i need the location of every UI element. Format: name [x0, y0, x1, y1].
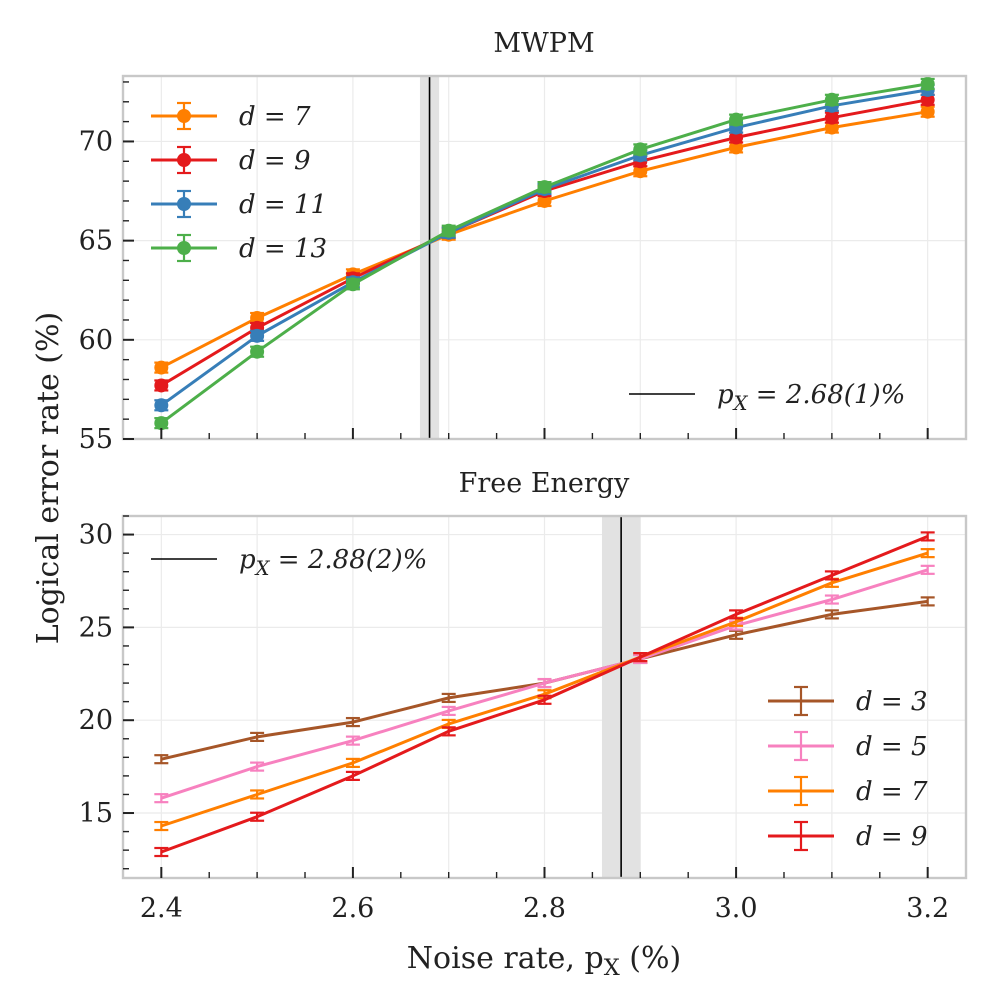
legend-label: d = 9 — [856, 822, 928, 852]
data-point — [633, 142, 648, 157]
y-tick-label: 55 — [79, 424, 113, 455]
x-tick-label: 2.8 — [523, 893, 566, 924]
data-point — [729, 140, 744, 155]
legend: pX = 2.88(2)% d = 3 d = 5 d = 7 d = 9 — [151, 545, 928, 852]
legend-marker — [177, 109, 191, 123]
y-tick-label: 20 — [79, 705, 113, 736]
data-point — [920, 92, 935, 107]
data-point — [729, 130, 744, 145]
series-d=9 — [154, 531, 935, 858]
legend-threshold-label: pX = 2.68(1)% — [717, 380, 905, 415]
y-tick-label: 30 — [79, 520, 113, 551]
legend-marker — [177, 197, 191, 211]
data-point — [154, 398, 169, 413]
y-tick-label: 60 — [79, 325, 113, 356]
legend-marker — [177, 153, 191, 167]
legend-label: d = 13 — [239, 234, 327, 264]
legend: d = 7 d = 9 d = 11 d = 13 pX = 2.68(1)% — [151, 101, 905, 415]
x-axis-label: Noise rate, pX (%) — [407, 941, 681, 981]
legend-marker — [177, 241, 191, 255]
legend-label: d = 5 — [856, 732, 928, 762]
data-point — [250, 328, 265, 343]
legend-label: d = 9 — [239, 146, 311, 176]
data-point — [824, 92, 839, 107]
data-point — [250, 344, 265, 359]
x-tick-label: 2.4 — [140, 893, 183, 924]
data-point — [345, 277, 360, 292]
data-point — [441, 223, 456, 238]
data-point — [824, 120, 839, 135]
y-tick-label: 70 — [79, 126, 113, 157]
data-point — [154, 378, 169, 393]
data-point — [154, 416, 169, 431]
data-point — [824, 110, 839, 125]
data-point — [633, 164, 648, 179]
x-tick-label: 3.2 — [906, 893, 949, 924]
x-tick-label: 2.6 — [331, 893, 374, 924]
data-point — [920, 104, 935, 119]
y-axis-label: Logical error rate (%) — [31, 312, 66, 644]
x-tick-label: 3.0 — [715, 893, 758, 924]
legend-threshold-label: pX = 2.88(2)% — [239, 545, 427, 580]
top-panel: 55 60 65 70 d = 7 d = 9 d = 11 d = 13 pX = 2.68(… — [79, 74, 968, 455]
x-axis-label-text: Noise rate, pX (%) — [407, 941, 681, 981]
legend-label: d = 7 — [239, 102, 311, 132]
legend-label: d = 11 — [239, 190, 327, 220]
series-d=5 — [154, 564, 935, 804]
y-tick-label: 65 — [79, 226, 113, 257]
y-tick-label: 15 — [79, 798, 113, 829]
data-point — [250, 311, 265, 325]
series-d=13 — [154, 76, 935, 431]
top-panel-title: MWPM — [493, 28, 594, 59]
data-point — [537, 180, 552, 195]
bottom-panel-title: Free Energy — [459, 468, 630, 499]
legend-label: d = 7 — [856, 777, 928, 807]
legend-label: d = 3 — [856, 687, 928, 717]
bottom-panel: 2.4 2.6 2.8 3.0 3.2 15 20 25 30 pX = 2.88(2)% d = … — [79, 514, 968, 924]
data-point — [154, 360, 169, 375]
data-point — [920, 76, 935, 91]
data-point — [537, 193, 552, 208]
data-point — [729, 112, 744, 127]
y-tick-label: 25 — [79, 612, 113, 643]
